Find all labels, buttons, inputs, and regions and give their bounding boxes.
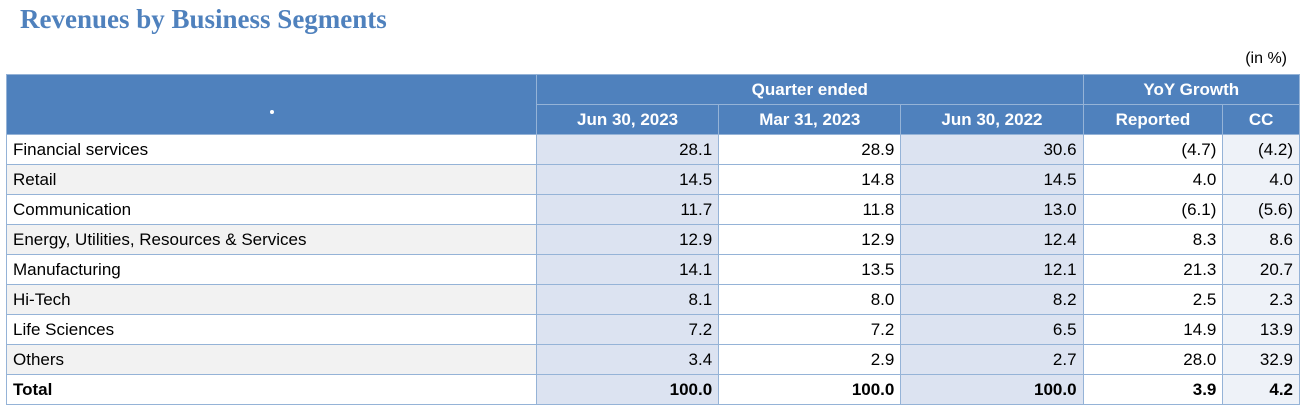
table-row: Manufacturing 14.1 13.5 12.1 21.3 20.7 (6, 254, 1300, 285)
cell: 2.3 (1222, 284, 1300, 315)
cell: (4.2) (1222, 134, 1300, 165)
cell: 32.9 (1222, 344, 1300, 375)
cell: 14.5 (900, 164, 1084, 195)
table-row: Communication 11.7 11.8 13.0 (6.1) (5.6) (6, 194, 1300, 225)
cell: 8.0 (718, 284, 902, 315)
cell: 14.5 (535, 164, 720, 195)
column-header: Reported (1082, 104, 1224, 135)
table-row: Retail 14.5 14.8 14.5 4.0 4.0 (6, 164, 1300, 195)
column-header: Jun 30, 2023 (535, 104, 720, 135)
cell: 12.4 (900, 224, 1084, 255)
table-row: Total 100.0 100.0 100.0 3.9 4.2 (6, 374, 1300, 405)
cell: 6.5 (900, 314, 1084, 345)
table-row: Others 3.4 2.9 2.7 28.0 32.9 (6, 344, 1300, 375)
cell: 100.0 (900, 374, 1084, 405)
column-header: Mar 31, 2023 (718, 104, 902, 135)
cell: 4.0 (1222, 164, 1300, 195)
column-header: Jun 30, 2022 (900, 104, 1084, 135)
cell: 8.3 (1082, 224, 1224, 255)
row-label: Financial services (6, 134, 537, 165)
cell: 12.9 (718, 224, 902, 255)
cell: 8.6 (1222, 224, 1300, 255)
row-label: Communication (6, 194, 537, 225)
cell: 3.9 (1082, 374, 1224, 405)
table-row: Hi-Tech 8.1 8.0 8.2 2.5 2.3 (6, 284, 1300, 315)
row-label: Life Sciences (6, 314, 537, 345)
cell: 14.8 (718, 164, 902, 195)
cell: 4.0 (1082, 164, 1224, 195)
cell: 30.6 (900, 134, 1084, 165)
cell: (6.1) (1082, 194, 1224, 225)
cell: 8.1 (535, 284, 720, 315)
column-header: CC (1222, 104, 1300, 135)
row-label: Manufacturing (6, 254, 537, 285)
cell: 2.5 (1082, 284, 1224, 315)
cell: 2.7 (900, 344, 1084, 375)
cell: 8.2 (900, 284, 1084, 315)
table-row: Energy, Utilities, Resources & Services 1… (6, 224, 1300, 255)
cell: 100.0 (718, 374, 902, 405)
cell: 13.9 (1222, 314, 1300, 345)
cell: 7.2 (718, 314, 902, 345)
cell: 12.9 (535, 224, 720, 255)
unit-note: (in %) (1245, 50, 1287, 67)
cell: 4.2 (1222, 374, 1300, 405)
cell: 7.2 (535, 314, 720, 345)
cell: 14.1 (535, 254, 720, 285)
row-label: Hi-Tech (6, 284, 537, 315)
cell: 13.0 (900, 194, 1084, 225)
cell: 13.5 (718, 254, 902, 285)
cell: (5.6) (1222, 194, 1300, 225)
row-label: Energy, Utilities, Resources & Services (6, 224, 537, 255)
cell: 12.1 (900, 254, 1084, 285)
cell: 14.9 (1082, 314, 1224, 345)
row-label: Retail (6, 164, 537, 195)
table-row: Financial services 28.1 28.9 30.6 (4.7) (4.2) (6, 134, 1300, 165)
cell: 28.1 (535, 134, 720, 165)
segments-table: Quarter ended YoY Growth Jun 30, 2023 Mar… (6, 74, 1301, 405)
cell: 20.7 (1222, 254, 1300, 285)
row-label: Total (6, 374, 537, 405)
cell: 11.8 (718, 194, 902, 225)
cell: 100.0 (535, 374, 720, 405)
cell: 21.3 (1082, 254, 1224, 285)
table-row: Life Sciences 7.2 7.2 6.5 14.9 13.9 (6, 314, 1300, 345)
cell: 11.7 (535, 194, 720, 225)
cell: 28.9 (718, 134, 902, 165)
row-label: Others (6, 344, 537, 375)
cell: 2.9 (718, 344, 902, 375)
cell: 3.4 (535, 344, 720, 375)
corner-cell (6, 74, 537, 135)
cell: (4.7) (1082, 134, 1224, 165)
cell: 28.0 (1082, 344, 1224, 375)
group-header: YoY Growth (1082, 74, 1301, 105)
title: Revenues by Business Segments (20, 4, 387, 34)
group-header: Quarter ended (536, 74, 1084, 105)
